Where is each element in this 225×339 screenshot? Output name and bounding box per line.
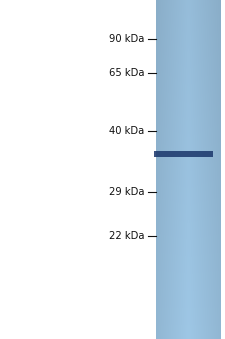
Text: 65 kDa: 65 kDa — [109, 68, 144, 78]
Text: 22 kDa: 22 kDa — [109, 231, 144, 241]
Text: 40 kDa: 40 kDa — [109, 125, 144, 136]
Text: 29 kDa: 29 kDa — [109, 186, 144, 197]
Text: 90 kDa: 90 kDa — [109, 34, 144, 44]
Bar — [154, 151, 213, 157]
